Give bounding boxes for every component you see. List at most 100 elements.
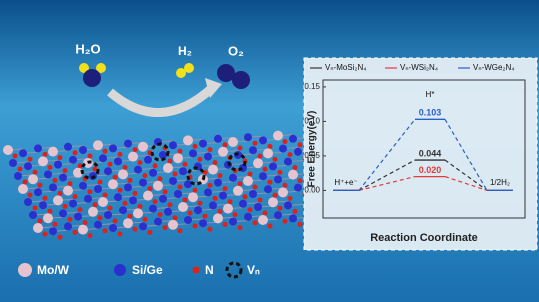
atom xyxy=(279,145,287,153)
label: H₂O xyxy=(75,41,100,56)
atom xyxy=(103,149,108,154)
atom xyxy=(129,196,137,204)
atom xyxy=(33,223,43,233)
category-label: 1/2H₂ xyxy=(490,178,510,187)
atom xyxy=(163,225,168,230)
atom xyxy=(228,137,238,147)
atom xyxy=(28,193,33,198)
atom xyxy=(214,135,222,143)
legend-text: Mo/W xyxy=(37,263,70,277)
atom xyxy=(54,161,62,169)
atom xyxy=(244,133,252,141)
atom xyxy=(124,183,132,191)
atom xyxy=(273,131,283,141)
atom xyxy=(188,211,193,216)
atom xyxy=(49,183,57,191)
atom xyxy=(128,152,138,162)
atom xyxy=(28,157,33,162)
atom xyxy=(218,173,223,178)
atom xyxy=(284,201,292,209)
atom xyxy=(114,157,122,165)
atom xyxy=(83,220,88,225)
atom xyxy=(184,216,192,224)
atom xyxy=(203,214,208,219)
atom xyxy=(128,214,133,219)
atom xyxy=(178,202,188,212)
atom xyxy=(59,174,67,182)
legend-text: Vₙ-WSi₂N₄ xyxy=(400,63,438,72)
atom xyxy=(118,188,123,193)
atom xyxy=(173,153,183,163)
atom xyxy=(283,183,288,188)
atom xyxy=(138,142,148,152)
atom xyxy=(233,186,243,196)
atom xyxy=(223,142,228,147)
atom xyxy=(33,206,38,211)
atom xyxy=(63,186,73,196)
atom xyxy=(88,207,98,217)
atom xyxy=(94,185,102,193)
legend-icon xyxy=(193,267,200,274)
atom xyxy=(79,182,87,190)
atom xyxy=(278,206,283,211)
atom xyxy=(274,175,282,183)
atom xyxy=(213,196,218,201)
atom xyxy=(208,147,213,152)
atom xyxy=(63,168,68,173)
atom xyxy=(69,156,77,164)
atom xyxy=(239,200,247,208)
atom xyxy=(168,202,173,207)
atom xyxy=(298,178,303,183)
atom xyxy=(253,141,258,146)
atom xyxy=(94,221,102,229)
atom xyxy=(223,204,233,214)
atom xyxy=(248,172,253,177)
atom xyxy=(99,154,107,162)
atom xyxy=(268,197,278,207)
atom xyxy=(34,188,42,196)
atom xyxy=(184,180,192,188)
atom xyxy=(268,144,273,149)
atom xyxy=(258,154,263,159)
atom xyxy=(268,180,273,185)
atom xyxy=(284,158,292,166)
y-tick-label: 0.15 xyxy=(304,82,320,91)
x-axis-label: Reaction Coordinate xyxy=(370,232,478,244)
atom xyxy=(243,194,248,199)
y-tick-label: 0.00 xyxy=(304,186,320,195)
atom xyxy=(178,185,183,190)
atom xyxy=(13,154,18,159)
atom xyxy=(293,209,298,214)
atom xyxy=(69,200,77,208)
atom xyxy=(249,146,257,154)
atom xyxy=(204,153,212,161)
y-tick-label: 0.10 xyxy=(304,117,320,126)
atom xyxy=(63,204,68,209)
atom xyxy=(103,193,108,198)
atom xyxy=(199,219,207,227)
atom xyxy=(53,178,58,183)
y-tick-label: 0.05 xyxy=(304,151,320,160)
atom xyxy=(259,172,267,180)
atom xyxy=(149,205,157,213)
atom xyxy=(223,222,228,227)
atom xyxy=(133,227,138,232)
atom xyxy=(139,222,147,230)
atom xyxy=(298,142,303,147)
value-label: 0.020 xyxy=(419,165,442,175)
atom xyxy=(263,211,268,216)
legend-text: Vₙ xyxy=(247,263,260,277)
atom xyxy=(133,208,143,218)
atom xyxy=(114,193,122,201)
atom xyxy=(253,185,258,190)
atom xyxy=(123,218,133,228)
atom xyxy=(164,208,172,216)
atom xyxy=(169,141,177,149)
atom xyxy=(113,175,118,180)
atom xyxy=(178,228,183,233)
atom xyxy=(123,201,128,206)
atom xyxy=(74,213,82,221)
atom xyxy=(208,227,213,232)
atom xyxy=(43,213,53,223)
atom xyxy=(173,172,178,177)
